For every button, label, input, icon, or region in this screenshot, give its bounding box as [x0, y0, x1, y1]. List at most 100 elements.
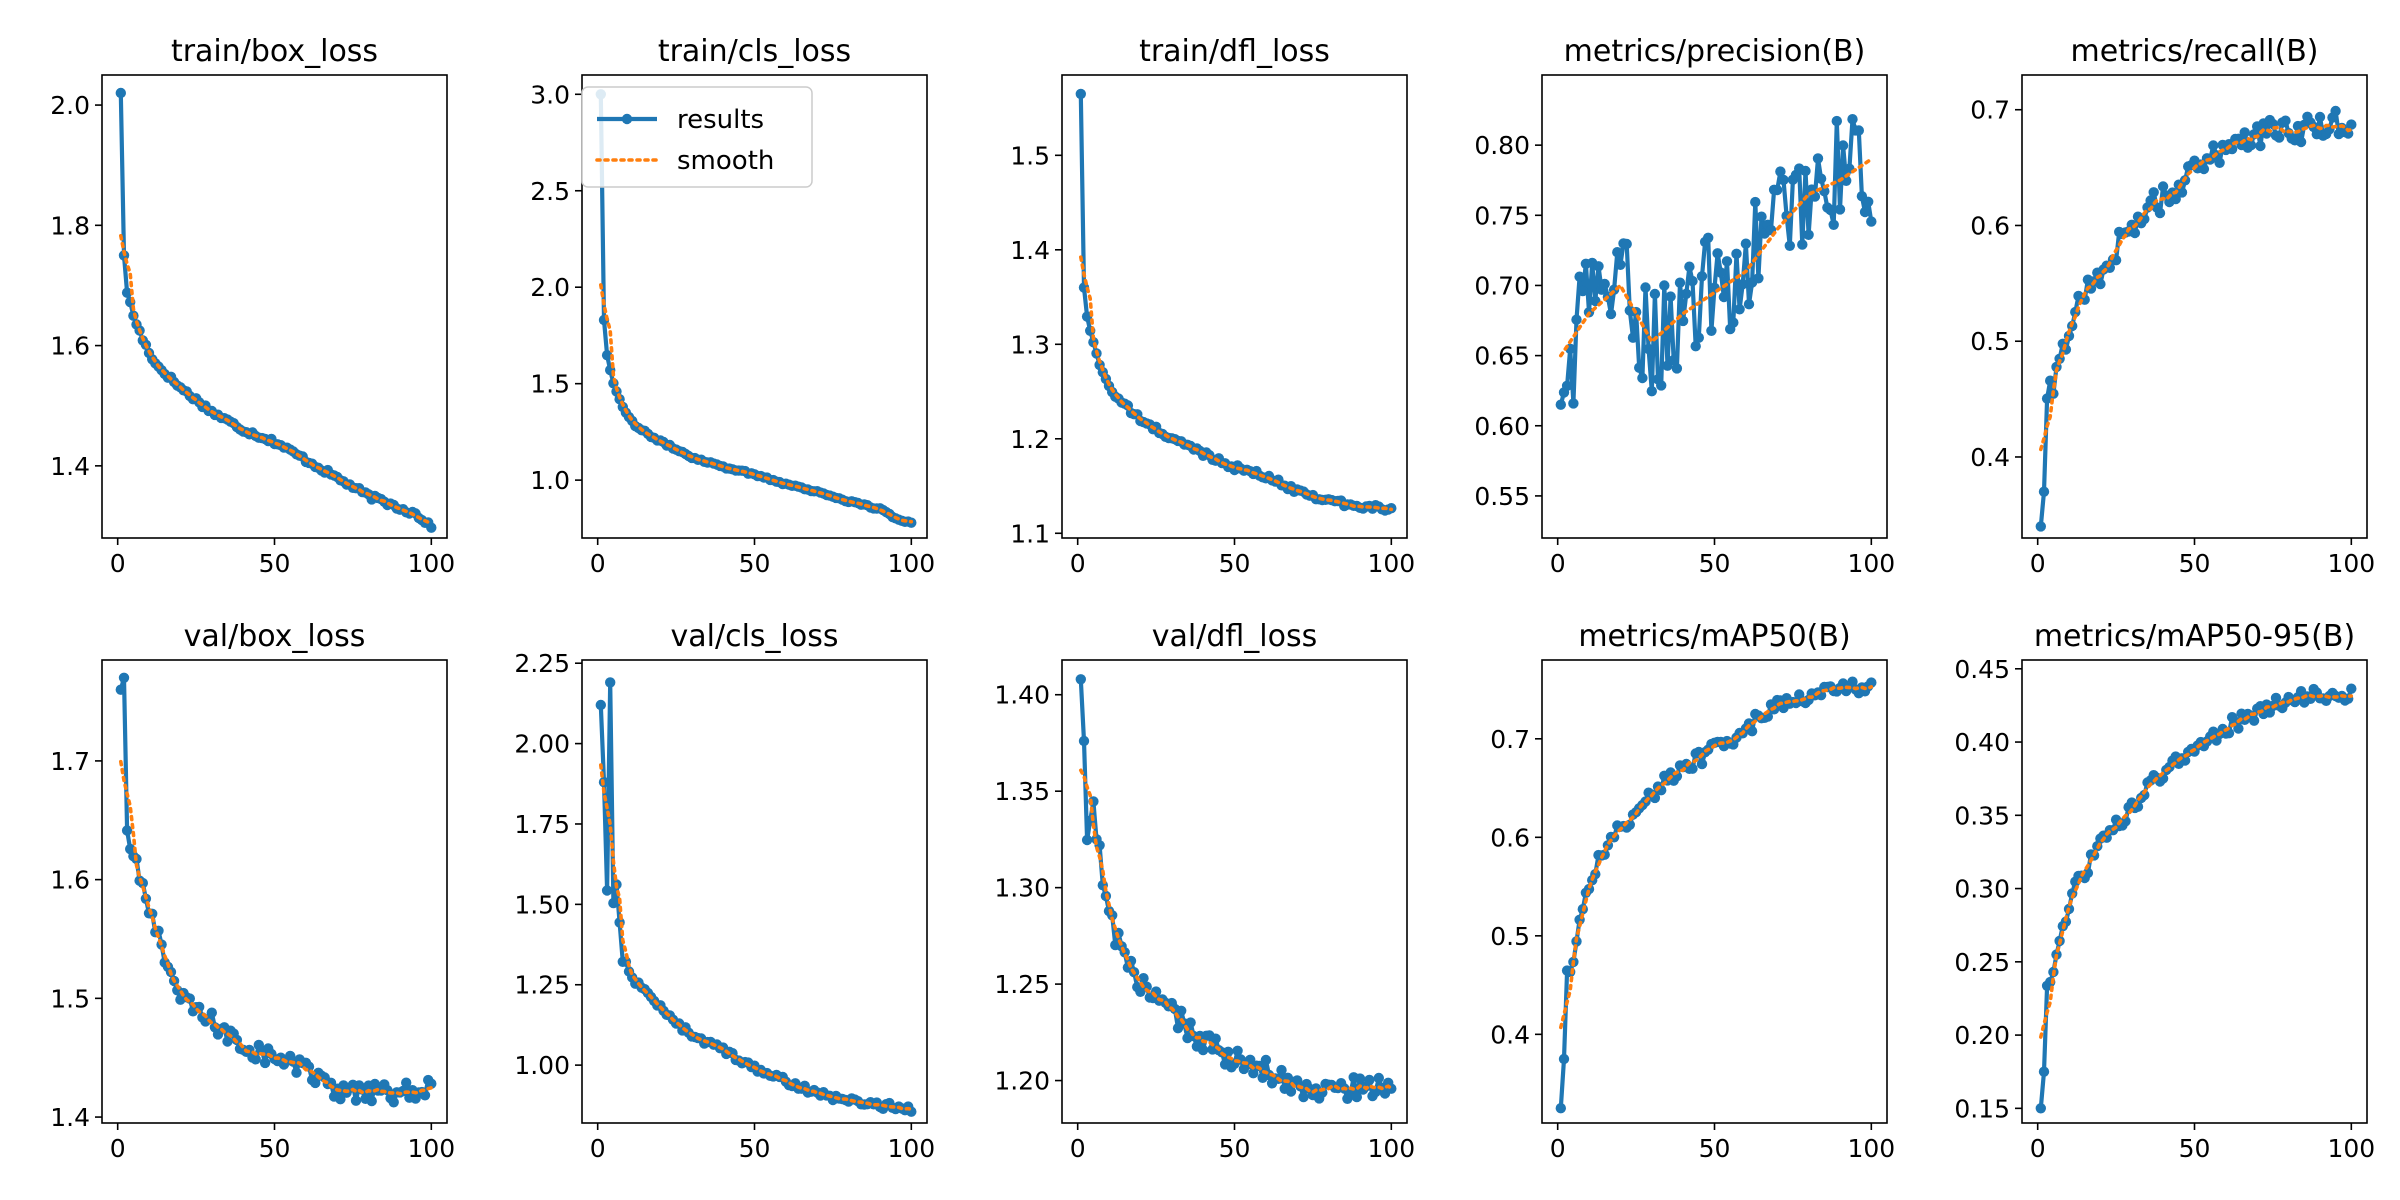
- results-point: [1571, 314, 1582, 325]
- x-tick-label: 100: [2327, 549, 2375, 578]
- results-point: [1706, 325, 1717, 336]
- results-point: [1561, 380, 1573, 391]
- y-tick-label: 3.0: [530, 80, 570, 109]
- x-tick-label: 0: [1550, 549, 1566, 578]
- plot-area: [1555, 114, 1877, 410]
- results-point: [2035, 1103, 2047, 1114]
- results-point: [1351, 1091, 1363, 1103]
- results-point: [2245, 140, 2257, 151]
- results-point: [118, 672, 130, 683]
- legend: results smooth: [581, 86, 813, 188]
- y-tick-label: 1.20: [994, 1067, 1050, 1096]
- x-tick-label: 50: [259, 1134, 291, 1163]
- panel-title: train/cls_loss: [658, 34, 851, 69]
- results-point: [1210, 1033, 1221, 1044]
- results-point: [1656, 380, 1667, 391]
- results-point: [1593, 261, 1604, 272]
- x-tick-label: 100: [1847, 549, 1895, 578]
- x-tick-label: 0: [590, 549, 606, 578]
- results-point: [1141, 981, 1152, 992]
- results-point: [366, 1095, 377, 1107]
- y-tick-label: 1.35: [994, 777, 1050, 806]
- results-point: [1756, 211, 1767, 222]
- results-point: [1863, 196, 1874, 207]
- y-tick-label: 1.0: [530, 466, 570, 495]
- plot-area: [2035, 105, 2357, 532]
- results-point: [2314, 111, 2326, 123]
- results-point: [2148, 187, 2159, 198]
- y-tick-label: 1.5: [50, 984, 90, 1013]
- plot-area: [2035, 683, 2357, 1114]
- results-point: [1298, 1091, 1309, 1103]
- results-point: [1772, 184, 1783, 196]
- y-tick-label: 1.3: [1010, 330, 1050, 359]
- results-point: [1834, 204, 1846, 215]
- smooth-line: [119, 759, 434, 1096]
- x-tick-label: 50: [739, 1134, 771, 1163]
- results-point: [1812, 153, 1824, 164]
- x-tick-label: 0: [2030, 549, 2046, 578]
- y-tick-label: 1.8: [50, 211, 90, 240]
- results-point: [1615, 259, 1626, 270]
- results-point: [2129, 227, 2141, 239]
- panel-title: train/box_loss: [171, 34, 378, 69]
- y-tick-label: 1.2: [1010, 425, 1050, 454]
- results-point: [2082, 867, 2094, 879]
- results-point: [1643, 343, 1654, 355]
- panel-title: val/dfl_loss: [1152, 619, 1317, 654]
- results-point: [2248, 715, 2260, 726]
- results-point: [426, 522, 437, 533]
- smooth-line: [598, 283, 914, 524]
- results-point: [1568, 398, 1579, 409]
- results-point: [1681, 288, 1692, 299]
- panel-val-cls-loss: 0 50 100 1.00 1.25 1.50 1.75 2.00 2.25 val/cls_lo…: [514, 619, 935, 1163]
- smooth-line: [1559, 157, 1874, 358]
- panel-title: metrics/mAP50(B): [1578, 619, 1850, 654]
- smooth-line: [2039, 693, 2354, 1039]
- results-point: [1671, 363, 1683, 374]
- results-point: [1659, 280, 1670, 291]
- y-tick-label: 1.6: [50, 866, 90, 895]
- results-point: [2330, 105, 2341, 117]
- x-tick-label: 100: [1367, 1134, 1415, 1163]
- y-tick-label: 0.60: [1474, 412, 1530, 441]
- legend-box: [581, 86, 813, 188]
- results-point: [2346, 119, 2357, 130]
- results-point: [2274, 132, 2285, 143]
- x-tick-label: 50: [259, 549, 291, 578]
- results-point: [1665, 291, 1676, 302]
- plot-area: [115, 672, 437, 1108]
- results-point: [1276, 1064, 1287, 1076]
- results-point: [2214, 157, 2225, 168]
- y-tick-label: 0.5: [1970, 327, 2010, 356]
- y-tick-label: 1.4: [50, 1103, 90, 1132]
- x-tick-label: 50: [1699, 549, 1731, 578]
- panel-title: metrics/precision(B): [1564, 34, 1866, 69]
- results-point: [2270, 692, 2282, 704]
- results-point: [2154, 207, 2166, 219]
- y-tick-label: 0.6: [1970, 211, 2010, 240]
- plot-area: [595, 89, 917, 528]
- results-point: [310, 1077, 321, 1089]
- results-point: [2038, 486, 2050, 497]
- plot-area: [595, 677, 917, 1117]
- results-point: [1354, 1073, 1366, 1084]
- results-point: [1075, 88, 1087, 100]
- results-point: [1797, 239, 1808, 250]
- x-tick-label: 50: [1699, 1134, 1731, 1163]
- results-point: [1612, 247, 1623, 258]
- results-point: [2208, 140, 2219, 151]
- results-point: [1837, 140, 1849, 151]
- results-point: [1687, 763, 1698, 774]
- y-tick-label: 1.4: [50, 452, 90, 481]
- results-point: [1075, 674, 1087, 685]
- results-point: [1285, 1086, 1297, 1097]
- smooth-line: [1559, 685, 1874, 1030]
- smooth-line: [119, 234, 434, 526]
- y-tick-label: 1.40: [994, 681, 1050, 710]
- x-tick-label: 50: [1219, 1134, 1251, 1163]
- y-tick-label: 1.5: [1010, 141, 1050, 170]
- panel-val-dfl-loss: 0 50 100 1.20 1.25 1.30 1.35 1.40 val/dfl_loss: [994, 619, 1415, 1163]
- panel-val-box-loss: 0 50 100 1.4 1.5 1.6 1.7 val/box_loss: [50, 619, 455, 1163]
- results-point: [1637, 372, 1648, 384]
